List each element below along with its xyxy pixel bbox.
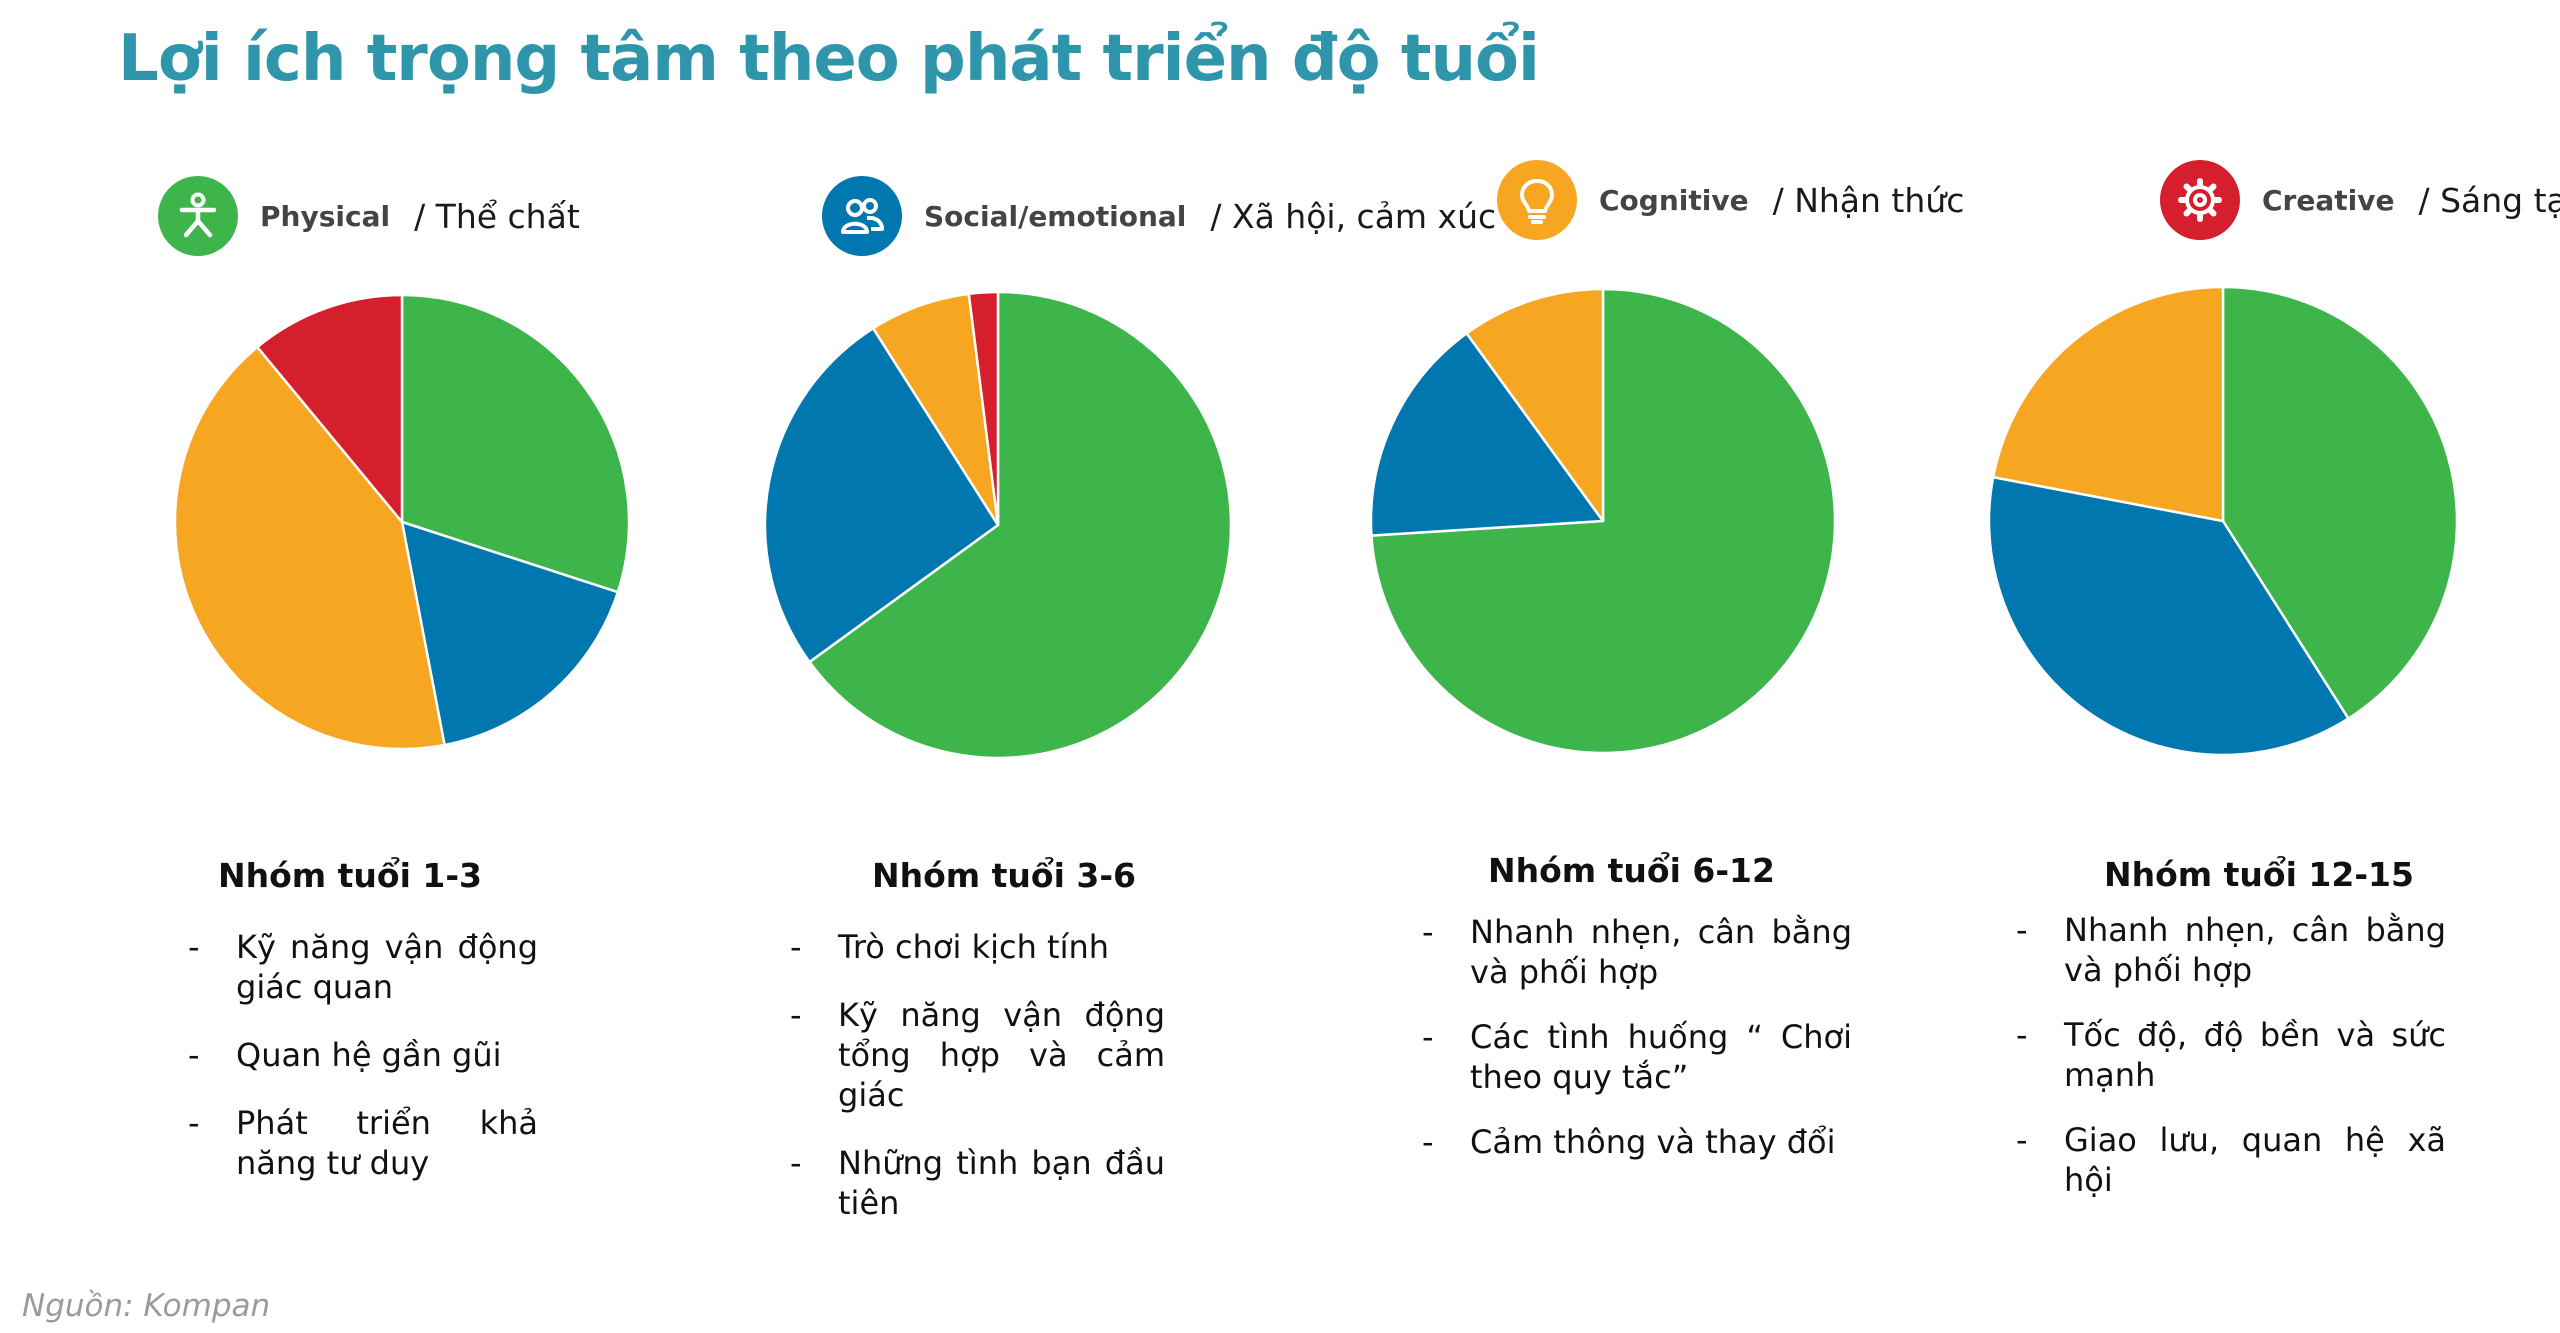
lightbulb-icon	[1497, 160, 1577, 240]
legend-label-vi: / Sáng tạo	[2418, 180, 2560, 220]
list-item: - Kỹ năng vận động giác quan	[188, 928, 538, 1006]
page-title: Lợi ích trọng tâm theo phát triển độ tuổ…	[118, 22, 1540, 96]
list-item: - Nhanh nhẹn, cân bằng và phối hợp	[2016, 911, 2446, 989]
legend-item-cognitive: Cognitive / Nhận thức	[1497, 160, 1964, 240]
list-item: - Kỹ năng vận động tổng hợp và cảm giác	[790, 996, 1165, 1114]
legend-label-vi: / Xã hội, cảm xúc	[1210, 196, 1497, 236]
group-column-12-15: Nhóm tuổi 12-15 - Nhanh nhẹn, cân bằng và…	[2016, 855, 2446, 1200]
pie-slice-cognitive	[871, 292, 1000, 527]
list-item: - Tốc độ, độ bền và sức mạnh	[2016, 1016, 2446, 1094]
group-column-3-6: Nhóm tuổi 3-6 - Trò chơi kịch tính - Kỹ nă…	[790, 856, 1165, 1223]
source-note: Nguồn: Kompan	[22, 1288, 271, 1324]
pie-chart-4	[1987, 285, 2459, 757]
gear-icon	[2160, 160, 2240, 240]
legend-label-en: Social/emotional	[924, 199, 1187, 233]
pie-chart-2	[763, 290, 1233, 760]
list-item: - Trò chơi kịch tính	[790, 928, 1110, 966]
group-title: Nhóm tuổi 1-3	[218, 856, 483, 895]
group-title: Nhóm tuổi 3-6	[872, 856, 1137, 895]
legend-label-vi: / Thể chất	[414, 196, 580, 236]
legend-item-physical: Physical / Thể chất	[158, 176, 580, 256]
list-item: - Quan hệ gần gũi	[188, 1036, 502, 1074]
legend-label-vi: / Nhận thức	[1772, 180, 1965, 220]
legend-label-en: Cognitive	[1599, 183, 1749, 217]
pie-slice-social-emotional	[400, 520, 620, 747]
pie-slice-creative	[967, 290, 1000, 527]
group-column-1-3: Nhóm tuổi 1-3 - Kỹ năng vận động giác qua…	[188, 856, 538, 1183]
pie-slice-cognitive	[1991, 285, 2225, 523]
person-icon	[158, 176, 238, 256]
list-item: - Nhanh nhẹn, cân bằng và phối hợp	[1422, 913, 1852, 991]
pie-slice-physical	[2221, 285, 2459, 720]
pie-chart-3	[1369, 287, 1837, 755]
list-item: - Phát triển khả năng tư duy	[188, 1104, 538, 1182]
pie-slice-social-emotional	[1369, 332, 1605, 537]
pie-slice-social-emotional	[763, 327, 1000, 664]
list-item: - Cảm thông và thay đổi	[1422, 1123, 1836, 1161]
legend-label-en: Creative	[2262, 183, 2395, 217]
pie-slice-social-emotional	[1987, 475, 2350, 757]
list-item: - Giao lưu, quan hệ xã hội	[2016, 1121, 2446, 1199]
pie-slice-physical	[400, 293, 631, 594]
pie-slice-physical	[808, 290, 1233, 760]
legend-label-en: Physical	[260, 199, 391, 233]
legend-item-creative: Creative / Sáng tạo	[2160, 160, 2560, 240]
list-item: - Các tình huống “ Chơi theo quy tắc”	[1422, 1018, 1852, 1096]
pie-slice-cognitive	[1465, 287, 1605, 523]
group-title: Nhóm tuổi 12-15	[2104, 855, 2414, 894]
pie-chart-1	[173, 293, 631, 751]
group-column-6-12: Nhóm tuổi 6-12 - Nhanh nhẹn, cân bằng và …	[1422, 851, 1852, 1162]
list-item: - Những tình bạn đầu tiên	[790, 1144, 1165, 1222]
pie-slice-creative	[256, 293, 404, 524]
legend-item-social: Social/emotional / Xã hội, cảm xúc	[822, 176, 1496, 256]
pie-slice-cognitive	[173, 345, 446, 751]
people-icon	[822, 176, 902, 256]
group-title: Nhóm tuổi 6-12	[1488, 851, 1775, 890]
